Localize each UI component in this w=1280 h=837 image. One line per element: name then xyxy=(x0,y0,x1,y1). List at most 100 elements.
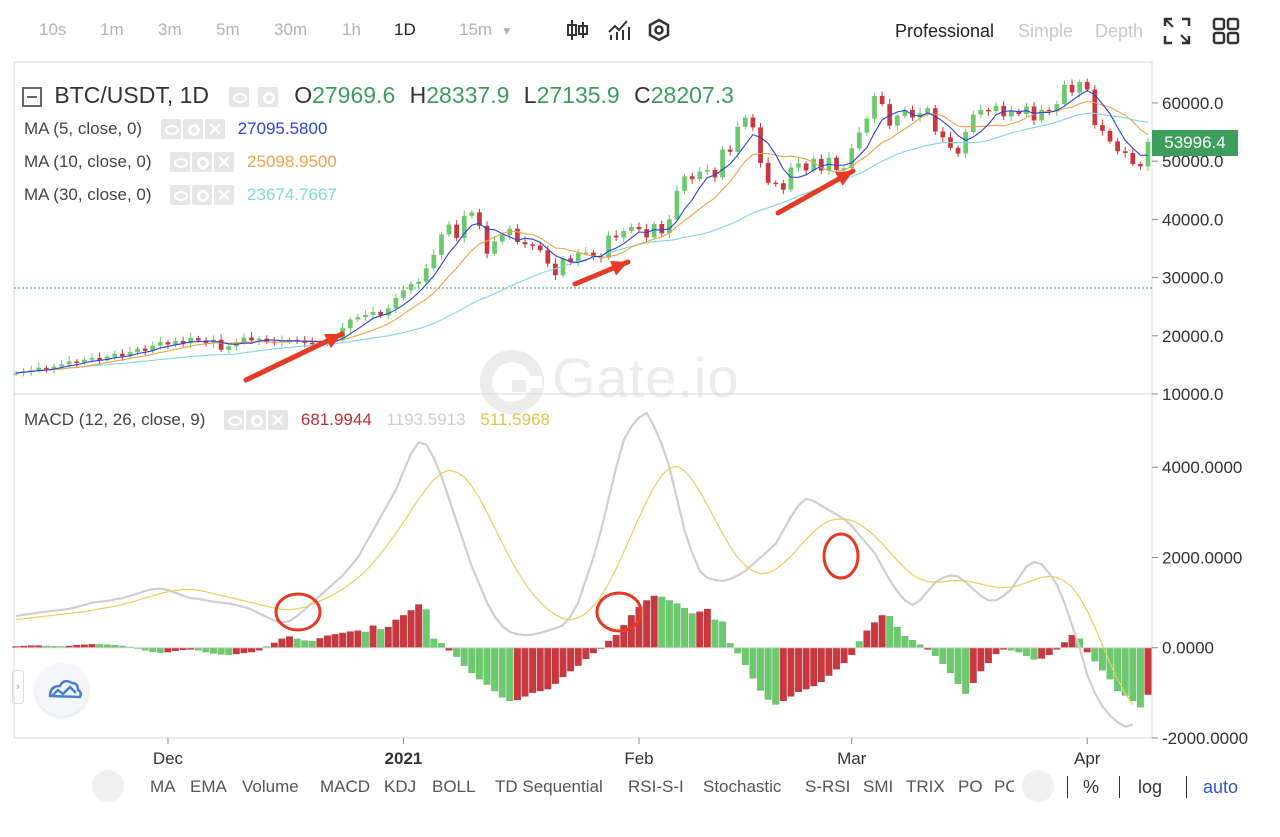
macd-histogram-bar xyxy=(301,640,309,648)
candle-body xyxy=(249,337,254,341)
macd-axis: -2000.0000 0.0000 2000.0000 4000.0000 xyxy=(1152,458,1248,748)
candle-body xyxy=(507,228,513,236)
timeframe-10s[interactable]: 10s xyxy=(39,20,67,39)
macd-histogram-bar xyxy=(354,630,362,648)
gear-icon[interactable] xyxy=(246,409,267,430)
macd-histogram-bar xyxy=(536,647,544,692)
candlestick-icon[interactable] xyxy=(566,18,590,42)
candle-body xyxy=(727,149,733,152)
dif-value: 1193.5913 xyxy=(386,409,466,429)
macd-tick-label: -2000.0000 xyxy=(1162,729,1248,748)
moving-average-lines xyxy=(15,89,1149,374)
indicator-po[interactable]: PO xyxy=(958,777,983,796)
macd-histogram-bar xyxy=(529,647,537,694)
macd-histogram-bar xyxy=(1060,642,1068,648)
macd-histogram-bar xyxy=(1022,647,1031,657)
indicator-ema[interactable]: EMA xyxy=(190,777,227,796)
gear-icon[interactable] xyxy=(192,151,213,172)
sidebar-expand-tab[interactable]: › xyxy=(12,670,24,704)
mode-depth[interactable]: Depth xyxy=(1095,21,1144,41)
timeframe-1d[interactable]: 1D xyxy=(394,20,416,39)
candle-body xyxy=(180,341,186,344)
candle-body xyxy=(560,258,566,276)
drawing-tools-button[interactable] xyxy=(36,664,88,716)
percent-scale-toggle[interactable]: % xyxy=(1083,777,1100,797)
macd-histogram-bar xyxy=(749,647,757,679)
macd-histogram-bar xyxy=(817,647,825,683)
indicator-ma[interactable]: MA xyxy=(150,777,176,796)
scroll-right-button[interactable] xyxy=(1022,770,1054,802)
indicator-s-rsi[interactable]: S-RSI xyxy=(805,777,851,796)
price-tick-label: 20000.0 xyxy=(1162,327,1223,346)
candle-body xyxy=(36,367,42,371)
indicator-rsi-s-i[interactable]: RSI-S-I xyxy=(628,777,684,796)
macd-histogram-bar xyxy=(407,610,415,648)
candle-body xyxy=(712,169,718,178)
candle-body xyxy=(104,356,110,361)
indicator-smi[interactable]: SMI xyxy=(863,777,894,796)
indicator-truncated[interactable]: PO xyxy=(994,777,1014,796)
time-tick-label: Mar xyxy=(837,749,867,768)
macd-histogram-bar xyxy=(840,647,848,664)
macd-histogram-bar xyxy=(734,647,742,654)
close-icon[interactable] xyxy=(268,409,289,430)
eye-icon[interactable] xyxy=(170,184,191,205)
macd-lines xyxy=(15,411,1134,728)
chart-border xyxy=(13,61,1153,739)
scroll-left-button[interactable] xyxy=(92,770,124,802)
eye-icon[interactable] xyxy=(224,409,245,430)
collapse-icon[interactable] xyxy=(22,86,42,107)
macd-histogram-bar xyxy=(544,647,552,690)
indicator-macd[interactable]: MACD xyxy=(320,777,371,796)
auto-scale-toggle[interactable]: auto xyxy=(1203,777,1239,797)
mode-simple[interactable]: Simple xyxy=(1018,21,1074,41)
indicator-kdj[interactable]: KDJ xyxy=(384,777,417,796)
price-tick-label: 40000.0 xyxy=(1162,210,1223,229)
indicator-stochastic[interactable]: Stochastic xyxy=(703,777,782,796)
low-label: L xyxy=(523,82,537,108)
gear-icon[interactable] xyxy=(192,184,213,205)
dea-line xyxy=(15,465,1134,705)
timeframe-1m[interactable]: 1m xyxy=(100,20,124,39)
candle-body xyxy=(1115,141,1120,152)
macd-histogram-bar xyxy=(886,615,894,648)
fullscreen-icon[interactable] xyxy=(1163,17,1191,45)
eye-icon[interactable] xyxy=(170,151,191,172)
candle-body xyxy=(97,357,102,361)
indicator-td-sequential[interactable]: TD Sequential xyxy=(495,777,603,796)
eye-icon[interactable] xyxy=(229,86,250,107)
eye-icon[interactable] xyxy=(160,118,181,139)
macd-histogram-bar xyxy=(954,647,962,684)
gear-icon[interactable] xyxy=(182,118,203,139)
timeframe-3m[interactable]: 3m xyxy=(158,20,182,39)
open-value: 27969.6 xyxy=(312,82,396,108)
indicator-boll[interactable]: BOLL xyxy=(432,777,476,796)
grid-layout-icon[interactable] xyxy=(1212,17,1240,45)
timeframe-5m[interactable]: 5m xyxy=(216,20,240,39)
macd-histogram-bar xyxy=(209,647,218,654)
timeframe-30m[interactable]: 30m xyxy=(274,20,308,39)
timeframe-1h[interactable]: 1h xyxy=(342,20,361,39)
close-icon[interactable] xyxy=(214,151,235,172)
candle-body xyxy=(986,109,991,112)
candle-body xyxy=(385,308,391,316)
mode-professional[interactable]: Professional xyxy=(895,21,995,41)
close-icon[interactable] xyxy=(204,118,225,139)
macd-histogram-bar xyxy=(574,647,582,666)
indicator-trix[interactable]: TRIX xyxy=(906,777,945,796)
indicator-chart-icon[interactable] xyxy=(607,18,631,42)
log-scale-toggle[interactable]: log xyxy=(1138,777,1163,797)
indicator-volume[interactable]: Volume xyxy=(242,777,299,796)
candle-body xyxy=(1039,109,1044,121)
candle-body xyxy=(978,109,984,115)
settings-hexagon-icon[interactable] xyxy=(647,18,671,42)
close-icon[interactable] xyxy=(214,184,235,205)
gear-icon[interactable] xyxy=(257,86,278,107)
candle-body xyxy=(1046,109,1052,112)
timeframe-dropdown[interactable]: 15m ▼ xyxy=(459,20,513,40)
low-value: 27135.9 xyxy=(536,82,620,108)
macd-histogram-bar xyxy=(794,647,803,693)
macd-histogram-bar xyxy=(361,631,370,648)
top-toolbar: 10s 1m 3m 5m 30m 1h 1D 15m ▼ Professiona… xyxy=(0,0,1280,62)
